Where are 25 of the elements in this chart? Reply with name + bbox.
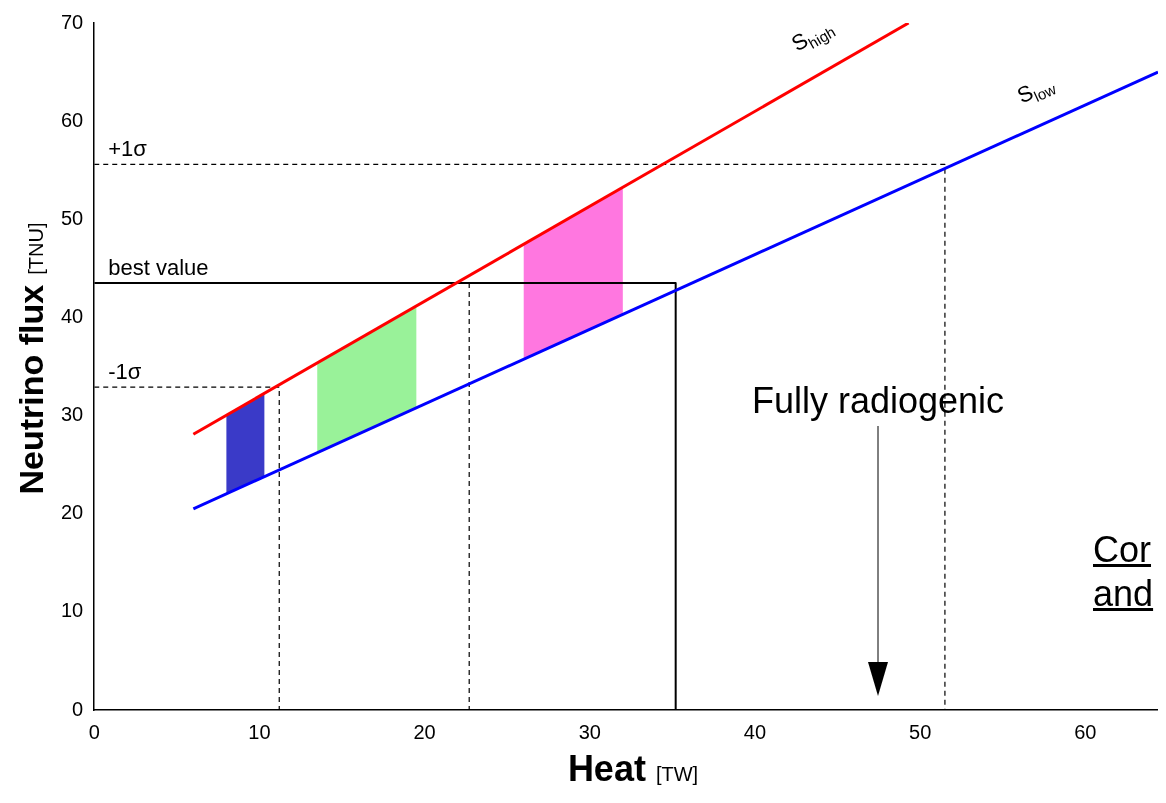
x-tick-label: 30 xyxy=(578,720,601,743)
annotation: and xyxy=(1093,572,1154,616)
series-label: -1σ xyxy=(108,359,142,385)
annotation: Fully radiogenic xyxy=(750,380,1006,422)
annotation: Cor xyxy=(1093,528,1152,572)
x-tick-label: 20 xyxy=(413,720,436,743)
y-tick-label: 40 xyxy=(61,304,84,327)
y-tick-label: 20 xyxy=(61,501,84,524)
x-tick-label: 50 xyxy=(909,720,932,743)
y-tick-label: 0 xyxy=(72,697,84,720)
y-tick-label: 60 xyxy=(61,108,84,131)
text: Shigh xyxy=(787,22,839,57)
x-tick-label: 10 xyxy=(248,720,271,743)
series-label: +1σ xyxy=(108,136,148,162)
y-tick-label: 50 xyxy=(61,206,84,229)
text: Slow xyxy=(1013,79,1059,109)
series-label: best value xyxy=(108,255,209,281)
y-tick-label: 30 xyxy=(61,403,84,426)
x-tick-label: 40 xyxy=(743,720,767,743)
x-tick-label: 0 xyxy=(88,720,100,743)
y-tick-label: 70 xyxy=(61,10,84,33)
y-axis-title: Neutrino flux [TNU] xyxy=(12,222,50,495)
y-tick-label: 10 xyxy=(61,599,84,622)
x-tick-label: 60 xyxy=(1074,720,1097,743)
x-axis-title: Heat [TW] xyxy=(567,748,699,789)
